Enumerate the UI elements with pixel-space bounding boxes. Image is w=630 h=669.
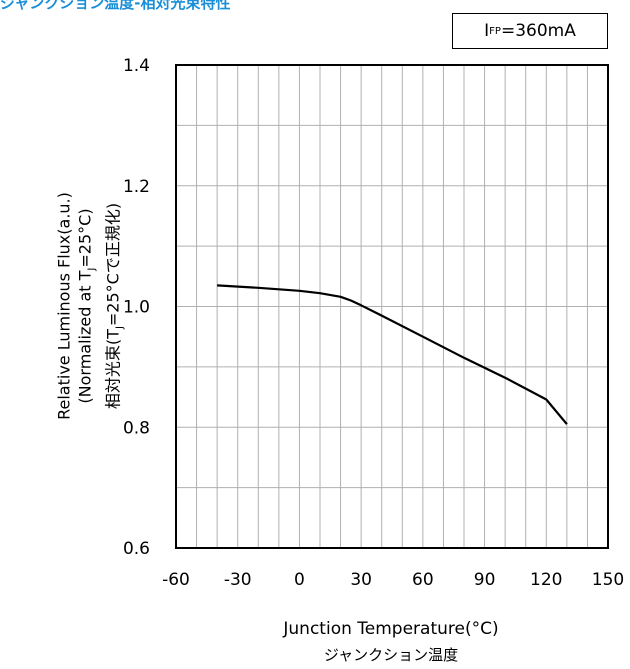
x-tick-label: 120: [530, 570, 562, 590]
x-tick-label: 60: [412, 570, 434, 590]
series-line: [217, 284, 568, 425]
x-tick-label: -60: [162, 570, 190, 590]
condition-prefix: I: [484, 21, 490, 41]
x-axis-label: Junction Temperature(°C): [283, 619, 499, 639]
y-tick-label: 1.0: [123, 298, 150, 318]
x-tick-label: -30: [224, 570, 252, 590]
y-axis-label-line1: Relative Luminous Flux(a.u.): [54, 192, 74, 420]
y-axis-label-line2: (Normalized at TJ=25°C): [75, 208, 98, 404]
y-tick-label: 0.6: [123, 539, 150, 559]
x-axis-label-jp: ジャンクション温度: [323, 646, 459, 664]
x-tick-label: 30: [350, 570, 372, 590]
chart-title: ジャンクション温度-相対光束特性: [0, 0, 231, 12]
plot-frame: [175, 64, 609, 549]
y-tick-label: 0.8: [123, 418, 150, 438]
y-axis-label-line3: 相対光束(TJ=25°Cで正規化): [103, 202, 126, 410]
y-tick-label: 1.2: [123, 177, 150, 197]
x-tick-label: 150: [592, 570, 624, 590]
x-tick-label: 0: [294, 570, 305, 590]
condition-value: =360mA: [500, 21, 576, 41]
x-tick-label: 90: [474, 570, 496, 590]
y-tick-label: 1.4: [123, 56, 150, 76]
condition-subscript: FP: [489, 25, 501, 37]
condition-box: I FP =360mA: [452, 13, 608, 49]
